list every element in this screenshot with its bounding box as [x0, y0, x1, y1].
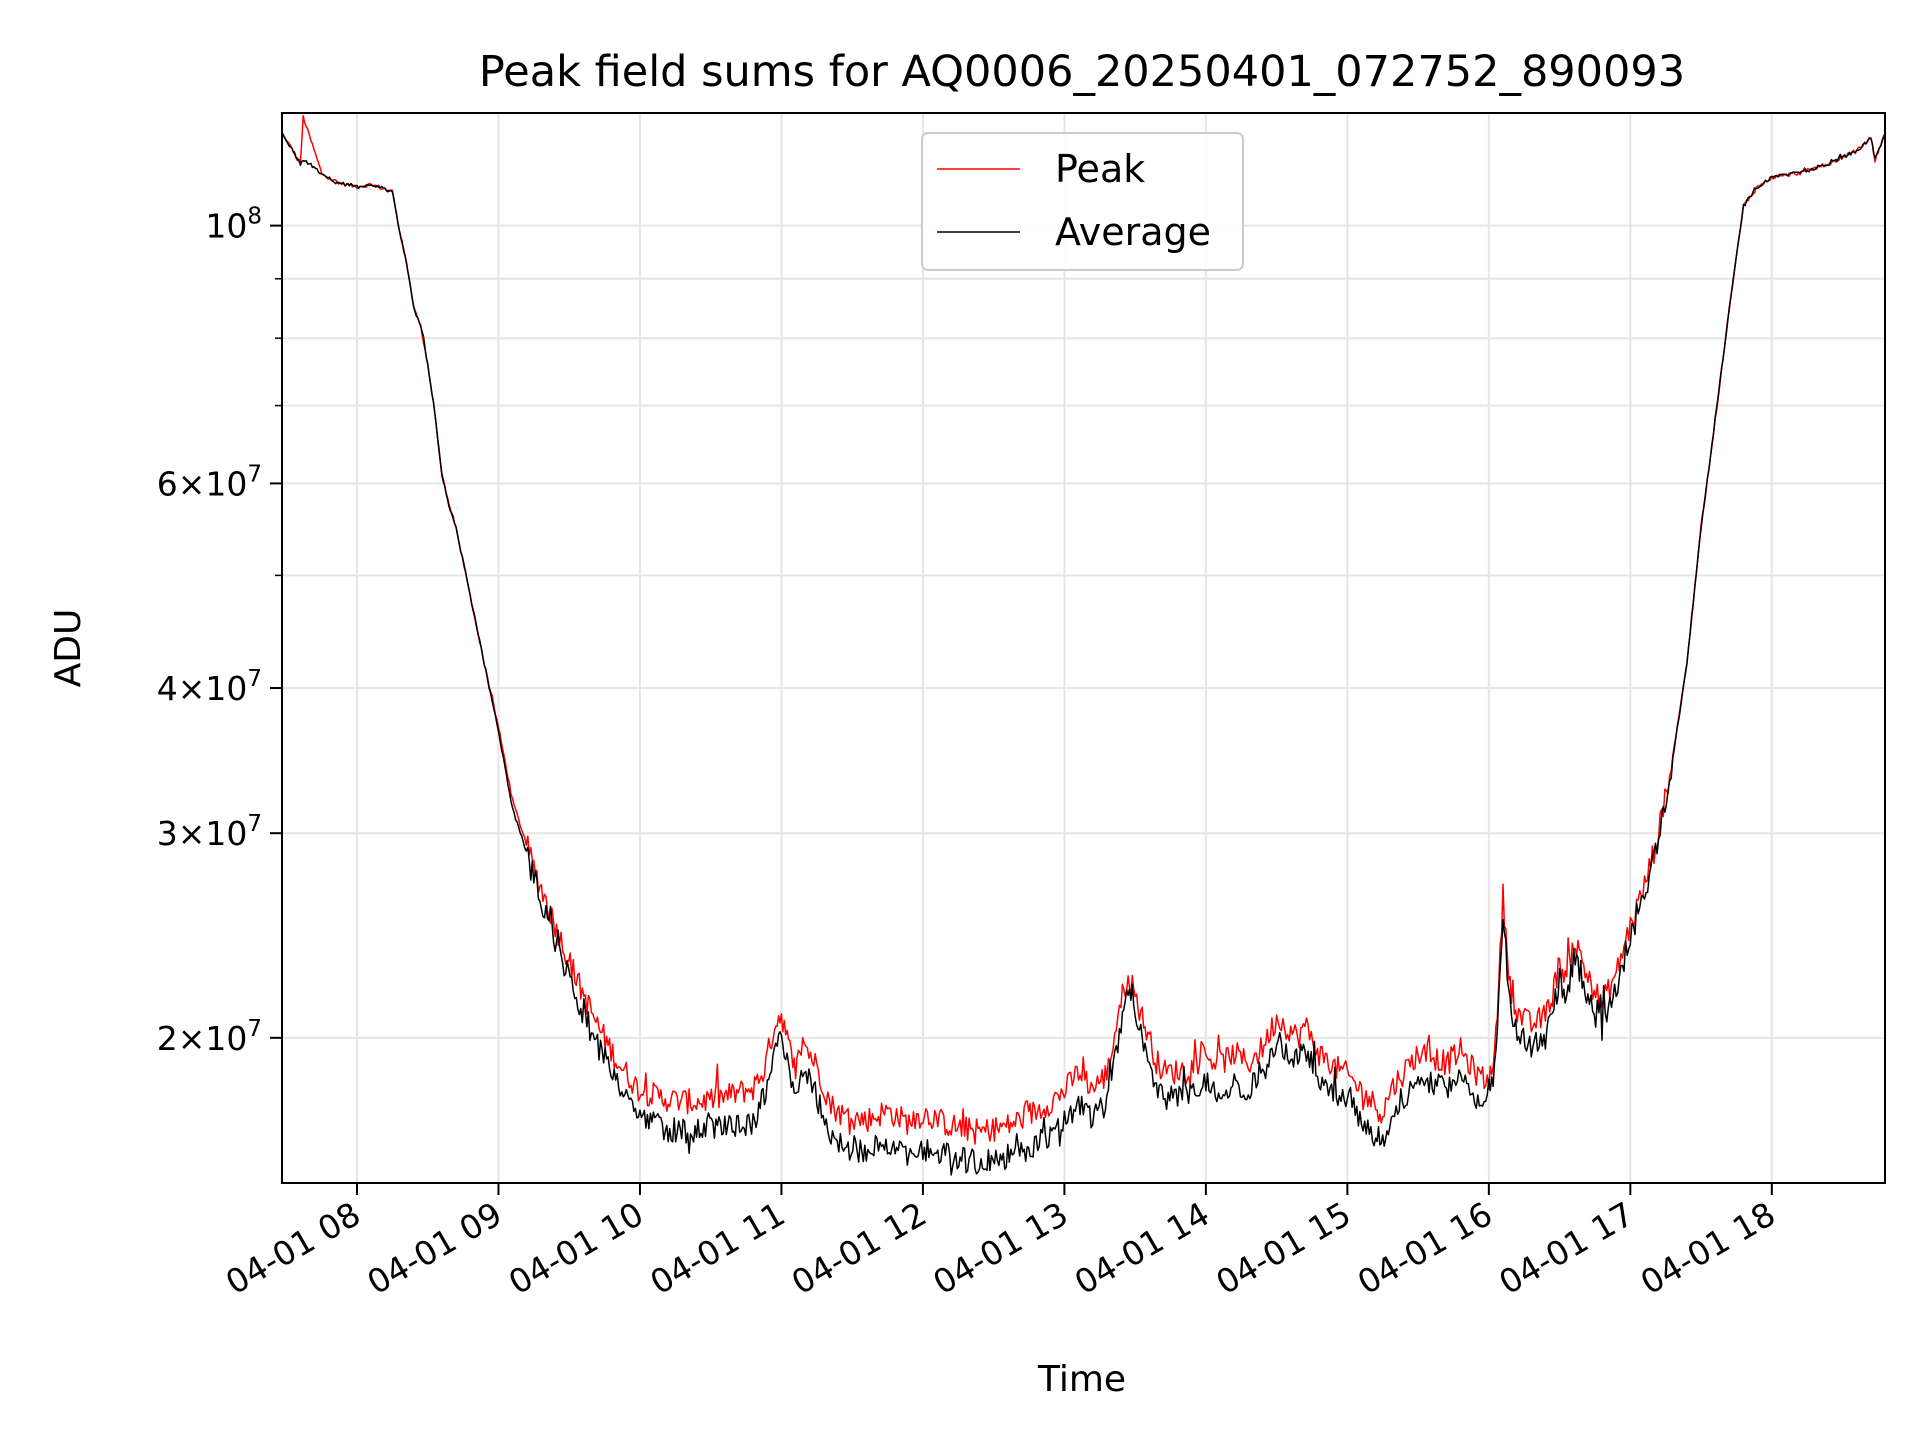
chart-title: Peak field sums for AQ0006_20250401_0727…: [479, 47, 1685, 97]
legend: Peak Average: [921, 132, 1244, 271]
y-tick-mantissa: 4: [157, 669, 178, 708]
y-tick-label: 3×107: [157, 811, 262, 853]
plot-frame: [281, 112, 1886, 1184]
y-tick-label: 4×107: [157, 666, 262, 708]
grid-lines: [282, 113, 1885, 1183]
series-line-average: [281, 131, 1886, 1176]
x-axis-label: Time: [1037, 1359, 1126, 1400]
legend-box: [921, 132, 1244, 271]
plot-area: [281, 115, 1886, 1176]
y-tick-label: 2×107: [157, 1016, 262, 1058]
y-tick-exponent: 7: [247, 666, 262, 692]
y-tick-exponent: 7: [247, 461, 262, 487]
y-tick-exponent: 7: [247, 811, 262, 837]
y-tick-exponent: 7: [247, 1016, 262, 1042]
y-tick-exponent: 8: [247, 204, 262, 230]
y-tick-label: 6×107: [157, 461, 262, 503]
y-tick-label: 108: [205, 204, 262, 246]
legend-label-average: Average: [1055, 210, 1211, 254]
y-axis-label: ADU: [48, 609, 89, 688]
legend-label-peak: Peak: [1055, 147, 1145, 191]
y-tick-mantissa: 3: [157, 814, 178, 853]
y-axis: 2×107 3×107 4×107 6×107 108: [157, 204, 282, 1058]
series-line-peak: [281, 115, 1886, 1145]
y-tick-mantissa: 6: [157, 464, 178, 503]
y-tick-mantissa: 2: [157, 1019, 178, 1058]
